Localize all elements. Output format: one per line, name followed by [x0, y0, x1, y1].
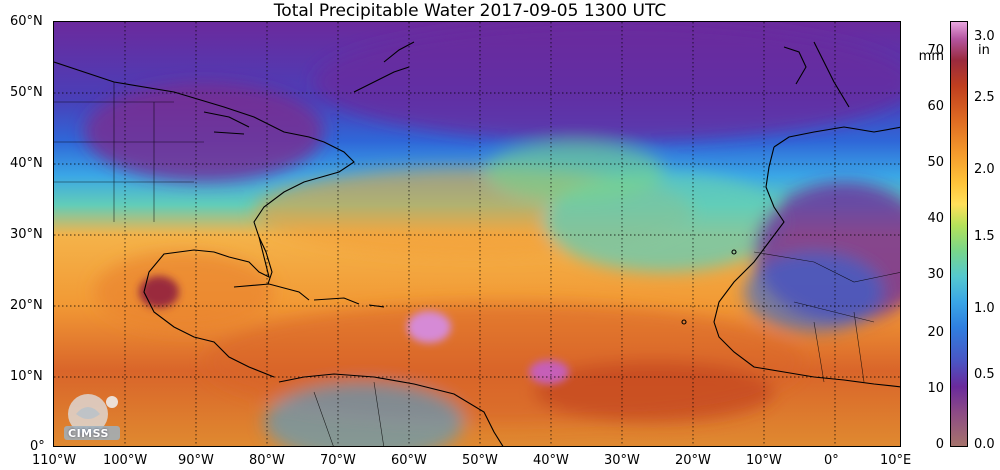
cimss-globe-icon: [64, 394, 120, 440]
colorbar-mm-tick-70: 70: [927, 43, 944, 58]
lat-label-30n: 30°N: [10, 227, 43, 242]
lon-label-30w: 30°W: [604, 453, 640, 468]
lon-label-60w: 60°W: [391, 453, 427, 468]
lat-label-10n: 10°N: [10, 369, 43, 384]
lon-label-70w: 70°W: [320, 453, 356, 468]
colorbar-in-tick-0-0: 0.0: [974, 437, 995, 452]
coastlines: [54, 41, 900, 446]
tpw-field: [54, 22, 900, 446]
lon-label-50w: 50°W: [462, 453, 498, 468]
lon-label-0: 0°: [824, 453, 839, 468]
logo-text: CIMSS: [68, 427, 109, 440]
cimss-logo: CIMSS: [58, 390, 128, 442]
colorbar-mm-tick-40: 40: [927, 211, 944, 226]
colorbar-mm-tick-10: 10: [927, 381, 944, 396]
colorbar-mm-tick-30: 30: [927, 267, 944, 282]
precipitable-water-map: [53, 21, 901, 447]
colorbar-in-tick-2-5: 2.5: [974, 90, 995, 105]
colorbar-mm-tick-60: 60: [927, 99, 944, 114]
colorbar-mm-tick-0: 0: [935, 437, 944, 452]
colorbar-mm-tick-50: 50: [927, 155, 944, 170]
lon-label-110w: 110°W: [32, 453, 77, 468]
lon-label-10e: 10°E: [880, 453, 912, 468]
lon-label-10w: 10°W: [746, 453, 782, 468]
map-title: Total Precipitable Water 2017-09-05 1300…: [273, 1, 667, 21]
colorbar-in-unit: in: [978, 43, 990, 58]
lon-label-90w: 90°W: [178, 453, 214, 468]
lon-label-20w: 20°W: [675, 453, 711, 468]
colorbar-in-tick-2-0: 2.0: [974, 162, 995, 177]
moisture-features: [84, 22, 900, 446]
lat-label-50n: 50°N: [10, 85, 43, 100]
colorbar-in-tick-0-5: 0.5: [974, 367, 995, 382]
colorbar-mm-tick-20: 20: [927, 325, 944, 340]
colorbar-mm-unit: mm: [918, 49, 944, 64]
lat-label-40n: 40°N: [10, 156, 43, 171]
political-borders: [54, 82, 900, 446]
colorbar: [950, 21, 968, 447]
graticule: [54, 22, 900, 446]
lat-label-20n: 20°N: [10, 298, 43, 313]
colorbar-in-tick-1-5: 1.5: [974, 229, 995, 244]
lat-label-0: 0°: [30, 439, 45, 454]
lon-label-80w: 80°W: [249, 453, 285, 468]
colorbar-in-tick-1-0: 1.0: [974, 301, 995, 316]
lon-label-40w: 40°W: [533, 453, 569, 468]
lon-label-100w: 100°W: [103, 453, 148, 468]
colorbar-in-tick-3-0: 3.0: [974, 29, 995, 44]
hurricane-cores: [139, 276, 569, 384]
lat-label-60n: 60°N: [10, 14, 43, 29]
